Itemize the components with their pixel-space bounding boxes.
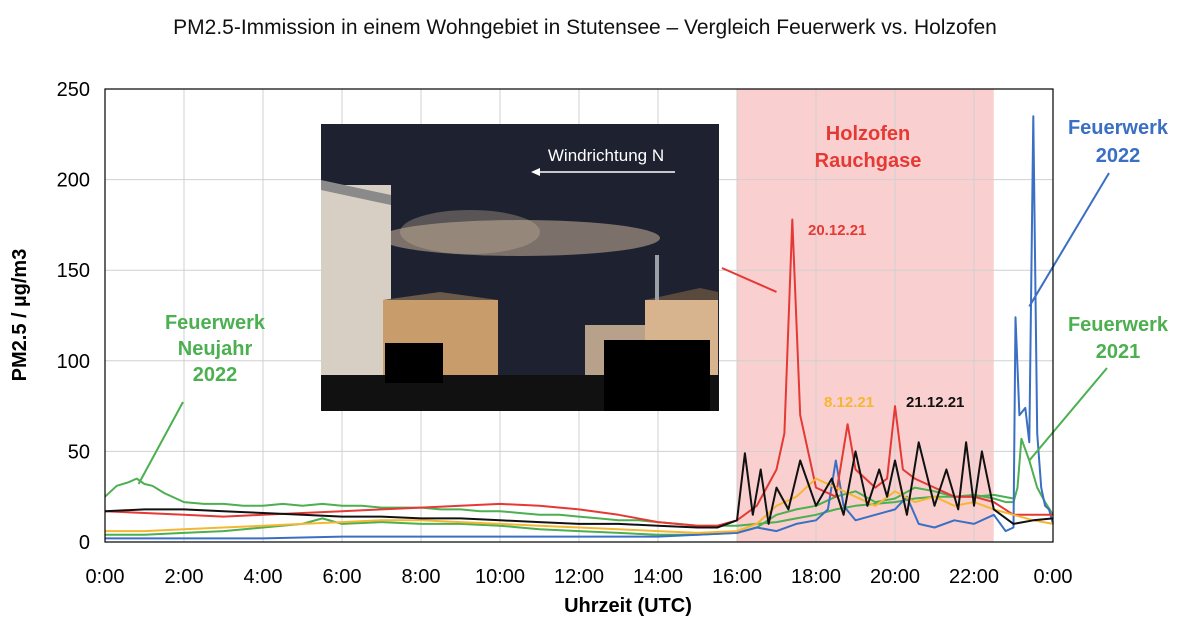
x-tick-label: 6:00 — [323, 566, 362, 588]
y-tick-label: 50 — [68, 441, 90, 463]
x-tick-label: 20:00 — [870, 566, 920, 588]
x-tick-label: 8:00 — [402, 566, 441, 588]
redaction-box-left — [385, 343, 443, 383]
series-line-2 — [105, 115, 1054, 540]
x-tick-label: 14:00 — [633, 566, 683, 588]
leader-feuerwerk-neujahr — [137, 401, 184, 485]
leader-20-12-21 — [721, 267, 777, 293]
x-tick-label: 4:00 — [244, 566, 283, 588]
tick-labels: 0:00 2:00 4:00 6:00 8:00 10:00 12:00 14:00 16:00… — [57, 79, 1073, 588]
series-line-1 — [105, 437, 1054, 536]
annotation-21-12-21: 21.12.21 — [906, 394, 964, 411]
wind-arrow-head — [531, 168, 540, 176]
wind-direction-label: Windrichtung N — [548, 146, 664, 165]
y-tick-label: 150 — [57, 260, 90, 282]
y-tick-label: 250 — [57, 79, 90, 101]
annotation-feuerwerk-2021-line2: 2021 — [1096, 341, 1141, 363]
annotation-feuerwerk-neujahr-line2: Neujahr — [178, 338, 253, 360]
annotation-20-12-21: 20.12.21 — [808, 222, 866, 239]
x-tick-label: 10:00 — [475, 566, 525, 588]
smoke-plume-wide — [400, 210, 540, 254]
x-axis-label: Uhrzeit (UTC) — [564, 595, 692, 617]
x-tick-label: 22:00 — [949, 566, 999, 588]
plot-frame — [104, 88, 1054, 543]
series-line-4 — [105, 477, 1054, 534]
annotation-8-12-21: 8.12.21 — [824, 394, 874, 411]
annotation-feuerwerk-2022-line2: 2022 — [1096, 145, 1141, 167]
annotation-feuerwerk-2022-line1: Feuerwerk — [1068, 117, 1169, 139]
annotation-leaders — [137, 172, 1110, 485]
x-tick-label: 12:00 — [554, 566, 604, 588]
x-tick-label: 0:00 — [86, 566, 125, 588]
y-tick-label: 100 — [57, 351, 90, 373]
highlight-region-layer — [737, 89, 994, 542]
redaction-box-right — [604, 340, 710, 411]
series-line-5 — [104, 441, 1054, 529]
roof-left — [321, 180, 391, 205]
series-line-0 — [104, 477, 1014, 527]
smoke-photo: Windrichtung N — [321, 124, 719, 411]
annotation-feuerwerk-2021-line1: Feuerwerk — [1068, 314, 1169, 336]
roof-right — [645, 288, 718, 300]
house-left — [321, 185, 391, 380]
annotation-feuerwerk-neujahr-line3: 2022 — [193, 364, 238, 386]
roof-middle — [383, 292, 498, 300]
y-tick-label: 0 — [79, 532, 90, 554]
series-line-3 — [104, 218, 1053, 527]
chart-title: PM2.5-Immission in einem Wohngebiet in S… — [173, 16, 997, 39]
x-tick-label: 18:00 — [791, 566, 841, 588]
x-tick-label: 0:00 — [1034, 566, 1073, 588]
region-label-rauchgase: Rauchgase — [815, 150, 922, 172]
x-tick-label: 16:00 — [712, 566, 762, 588]
y-axis-label: PM2.5 / µg/m3 — [9, 249, 31, 382]
highlight-region — [737, 89, 994, 542]
leader-feuerwerk-2022 — [1028, 172, 1110, 307]
series-lines — [104, 115, 1054, 540]
y-tick-label: 200 — [57, 170, 90, 192]
annotation-feuerwerk-neujahr-line1: Feuerwerk — [165, 312, 266, 334]
smoke-plume — [380, 220, 660, 256]
region-label-holzofen: Holzofen — [826, 123, 910, 145]
leader-feuerwerk-2021 — [1028, 367, 1108, 462]
chimney — [655, 255, 659, 300]
x-tick-label: 2:00 — [165, 566, 204, 588]
